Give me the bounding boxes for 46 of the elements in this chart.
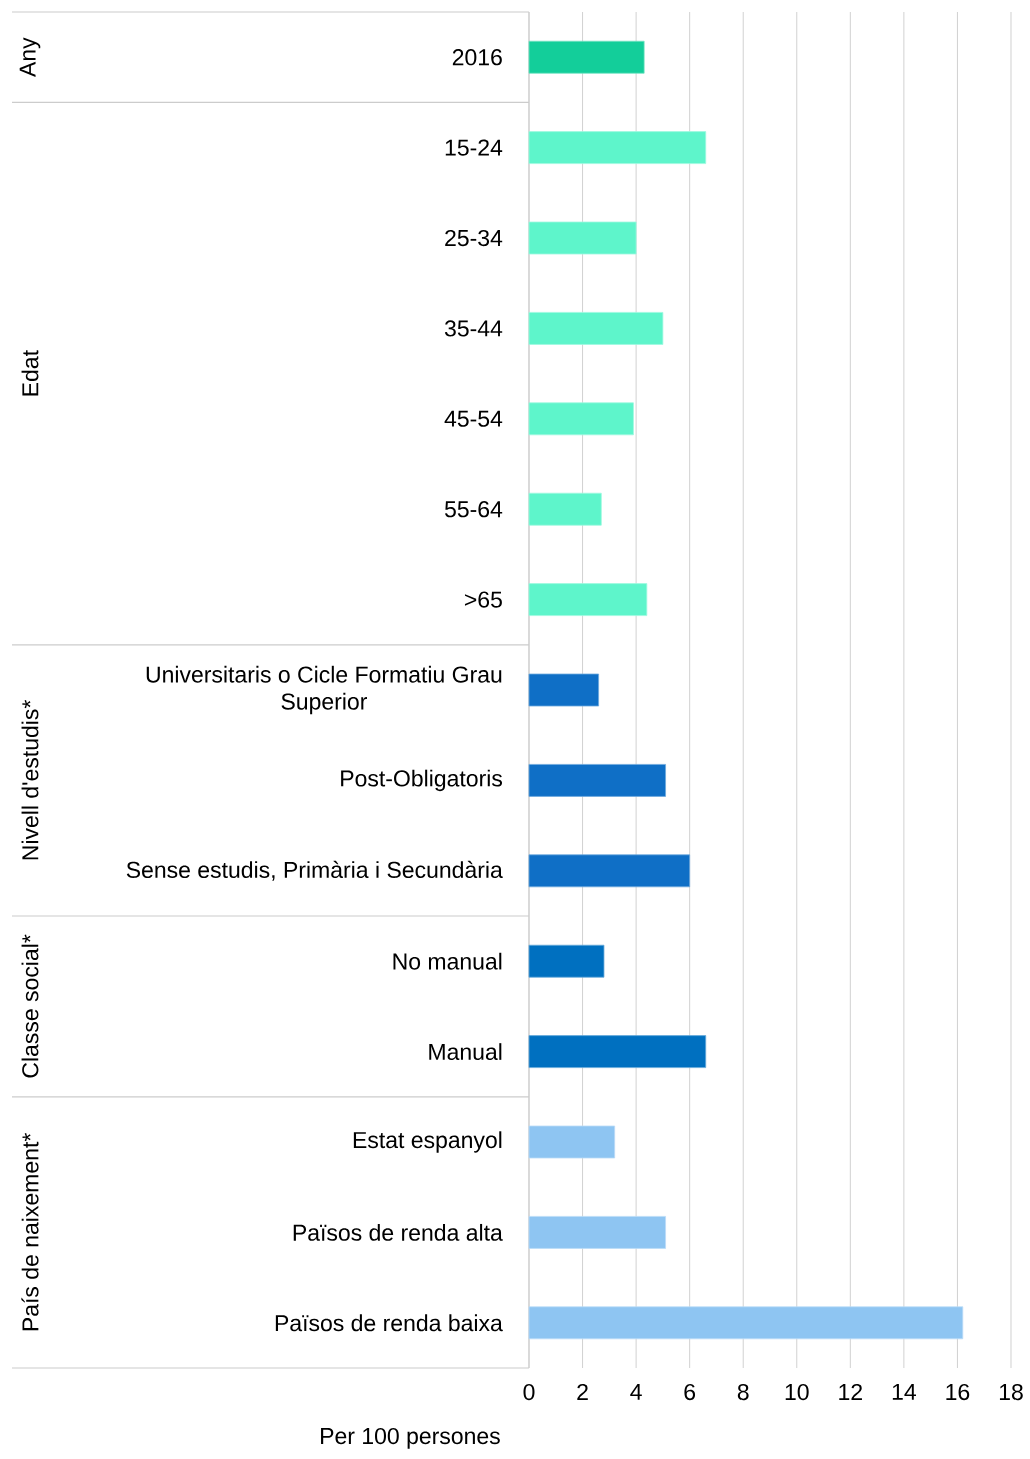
bar <box>528 764 666 797</box>
y-tick-label: >65 <box>464 591 502 608</box>
text: Any <box>19 37 41 77</box>
x-tick-label: 8 <box>737 1383 749 1401</box>
y-tick-label: Països de renda baixa <box>275 1314 503 1332</box>
bar <box>528 1306 964 1340</box>
text: Edat <box>21 350 39 396</box>
x-tick-label: 2 <box>577 1383 588 1400</box>
bar <box>528 583 648 617</box>
y-tick-label: Universitaris o Cicle Formatiu Grau Superior <box>146 665 502 715</box>
bar <box>528 40 645 74</box>
bar <box>528 944 605 978</box>
bar <box>528 131 707 165</box>
text: Classe social* <box>21 934 39 1078</box>
bar <box>528 854 691 888</box>
y-tick-label: Sense estudis, Primària i Secundària <box>126 860 503 881</box>
x-tick-label: 18 <box>999 1383 1023 1401</box>
y-tick-label: 45-54 <box>444 410 503 427</box>
bar <box>528 673 600 707</box>
text: País de naixement* <box>21 1133 39 1331</box>
bar <box>528 402 634 436</box>
x-tick-label: 6 <box>684 1383 696 1401</box>
text: Nivell d'estudis* <box>21 700 39 860</box>
bar <box>528 1035 707 1069</box>
y-tick-label: Manual <box>429 1043 502 1061</box>
x-tick-label: 16 <box>946 1383 970 1401</box>
x-tick-label: 0 <box>523 1383 535 1401</box>
bar <box>528 1216 666 1249</box>
y-tick-label: Països de renda alta <box>293 1223 503 1241</box>
bar <box>528 221 637 255</box>
x-axis-title: Per 100 persones <box>321 1427 500 1449</box>
y-tick-label: 35-44 <box>444 320 503 337</box>
y-tick-label: Post-Obligatoris <box>341 769 502 792</box>
y-tick-label: 25-34 <box>445 229 503 247</box>
y-tick-label: 55-64 <box>444 501 503 518</box>
y-tick-label: No manual <box>393 952 502 970</box>
x-tick-label: 12 <box>839 1383 862 1400</box>
y-tick-label: Estat espanyol <box>353 1131 502 1153</box>
x-tick-label: 4 <box>630 1383 642 1400</box>
x-tick-label: 10 <box>785 1383 809 1401</box>
bar <box>528 492 602 526</box>
bar <box>528 312 664 345</box>
y-tick-label: 15-24 <box>445 139 503 156</box>
bar <box>528 1125 616 1159</box>
x-tick-label: 14 <box>892 1383 916 1400</box>
y-tick-label: 2016 <box>452 49 502 66</box>
